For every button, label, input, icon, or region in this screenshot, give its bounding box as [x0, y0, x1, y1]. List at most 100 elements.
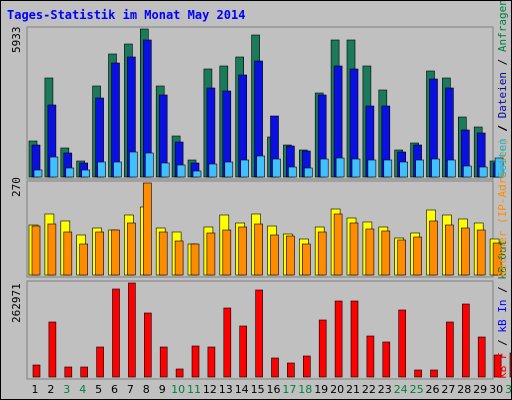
bar-visits-rechner-ip-adressen-29 [476, 229, 486, 276]
side-legend-bytes: kB F / kB In / kB Out [496, 240, 509, 379]
bar-kbytes-kb-f-20 [334, 300, 343, 378]
bar-visits-rechner-ip-adressen-23 [381, 230, 391, 276]
bar-visits-rechner-ip-adressen-5 [95, 231, 104, 276]
side-legend-bottom-part-0: kB F [496, 353, 509, 380]
x-tick-label-27: 27 [441, 383, 455, 396]
x-axis-day-labels: 1 2 3 4 5 6 7 8 9 10 11 12 13 14 15 16 17 18 19 20 21 22 23 24 2… [32, 383, 512, 396]
x-tick-label-25: 25 [410, 383, 424, 396]
bar-requests-seiten-23 [383, 159, 393, 178]
bar-kbytes-kb-f-23 [382, 341, 391, 378]
panel-requests: 5933 [10, 26, 504, 180]
bar-requests-seiten-22 [367, 159, 377, 178]
x-tick-label-17: 17 [282, 383, 296, 396]
x-tick-label-11: 11 [187, 383, 201, 396]
bar-requests-seiten-2 [49, 156, 59, 178]
bar-kbytes-kb-f-25 [414, 369, 422, 378]
bar-requests-seiten-9 [160, 162, 170, 178]
bar-visits-rechner-ip-adressen-3 [63, 231, 73, 276]
bar-kbytes-kb-f-13 [223, 307, 232, 378]
bar-requests-seiten-30 [494, 157, 504, 178]
bar-requests-seiten-1 [33, 169, 43, 178]
side-legend-top-part-1: / [496, 118, 509, 138]
side-legend-requests: Seiten / Dateien / Anfragen [496, 1, 509, 178]
bar-visits-rechner-ip-adressen-15 [254, 223, 263, 276]
bar-requests-seiten-27 [447, 159, 456, 178]
bar-kbytes-kb-f-7 [128, 282, 136, 378]
bar-visits-rechner-ip-adressen-8 [143, 182, 152, 276]
bar-visits-rechner-ip-adressen-13 [222, 229, 232, 276]
x-tick-label-9: 9 [159, 383, 166, 396]
x-tick-label-10: 10 [171, 383, 185, 396]
bar-requests-seiten-19 [319, 158, 329, 178]
bar-visits-rechner-ip-adressen-2 [47, 223, 57, 276]
bar-kbytes-kb-f-30 [493, 354, 502, 378]
x-tick-label-31: 31 [505, 383, 511, 396]
x-tick-label-6: 6 [111, 383, 118, 396]
panel-kbytes-bars [32, 282, 511, 378]
bar-visits-rechner-ip-adressen-30 [492, 242, 502, 276]
bar-visits-rechner-ip-adressen-18 [301, 243, 311, 276]
x-tick-label-18: 18 [298, 383, 312, 396]
bar-kbytes-kb-f-8 [144, 312, 152, 378]
bar-kbytes-kb-f-22 [366, 335, 375, 378]
bar-kbytes-kb-f-26 [430, 369, 438, 378]
bar-visits-rechner-ip-adressen-1 [31, 225, 41, 276]
side-legend-visits: Rechner (IP-Adressen) / Besuche [496, 72, 509, 277]
bar-kbytes-kb-f-11 [191, 345, 200, 378]
x-tick-label-29: 29 [473, 383, 487, 396]
bar-visits-rechner-ip-adressen-14 [238, 226, 247, 276]
x-tick-label-1: 1 [32, 383, 39, 396]
side-legend-bottom-part-4: kB Out [496, 240, 509, 280]
x-tick-label-20: 20 [330, 383, 344, 396]
bar-visits-rechner-ip-adressen-22 [365, 228, 375, 276]
x-tick-label-12: 12 [203, 383, 217, 396]
side-legend-top-part-3: / [496, 52, 509, 72]
bar-visits-rechner-ip-adressen-7 [127, 222, 136, 276]
bar-requests-seiten-21 [351, 158, 361, 178]
bar-requests-seiten-4 [81, 169, 90, 178]
chart-title: Tages-Statistik im Monat May 2014 [7, 8, 245, 22]
x-tick-label-24: 24 [394, 383, 408, 396]
bar-requests-seiten-7 [129, 151, 138, 178]
bar-requests-seiten-25 [415, 159, 424, 178]
bar-visits-rechner-ip-adressen-16 [270, 234, 279, 276]
bar-requests-seiten-29 [478, 166, 488, 178]
bar-kbytes-kb-f-28 [461, 303, 470, 378]
bar-kbytes-kb-f-15 [255, 289, 263, 378]
x-tick-label-22: 22 [362, 383, 376, 396]
bar-requests-seiten-13 [224, 161, 234, 178]
bar-requests-seiten-24 [399, 161, 409, 178]
x-tick-label-16: 16 [267, 383, 281, 396]
side-legend-top-part-0: Seiten [496, 138, 509, 178]
side-legend-bottom-part-1: / [496, 333, 509, 353]
bar-visits-rechner-ip-adressen-26 [429, 220, 438, 276]
side-legend-bottom-part-3: / [496, 280, 509, 300]
bar-requests-seiten-3 [65, 167, 75, 178]
x-tick-label-23: 23 [378, 383, 392, 396]
bar-visits-rechner-ip-adressen-24 [397, 239, 407, 276]
x-tick-label-7: 7 [127, 383, 134, 396]
bar-visits-rechner-ip-adressen-12 [206, 232, 216, 276]
x-tick-label-15: 15 [251, 383, 265, 396]
bar-visits-rechner-ip-adressen-9 [158, 231, 168, 276]
bar-kbytes-kb-f-10 [175, 368, 184, 378]
bar-requests-seiten-10 [176, 164, 186, 178]
bar-kbytes-kb-f-19 [318, 319, 327, 378]
bar-requests-seiten-26 [431, 158, 440, 178]
x-tick-label-3: 3 [63, 383, 70, 396]
x-tick-label-19: 19 [314, 383, 328, 396]
x-tick-label-14: 14 [235, 383, 249, 396]
x-tick-label-4: 4 [79, 383, 86, 396]
panel-kbytes: 262971 [10, 280, 511, 380]
bar-kbytes-kb-f-6 [112, 288, 120, 378]
bar-visits-rechner-ip-adressen-20 [333, 213, 343, 276]
bar-kbytes-kb-f-4 [80, 366, 88, 378]
bar-kbytes-kb-f-1 [32, 364, 41, 378]
bar-visits-rechner-ip-adressen-11 [190, 243, 200, 276]
bar-kbytes-kb-f-9 [159, 346, 168, 378]
x-tick-label-2: 2 [47, 383, 54, 396]
bar-requests-seiten-16 [272, 158, 281, 178]
x-tick-label-28: 28 [457, 383, 471, 396]
side-legend-top-part-2: Dateien [496, 72, 509, 118]
